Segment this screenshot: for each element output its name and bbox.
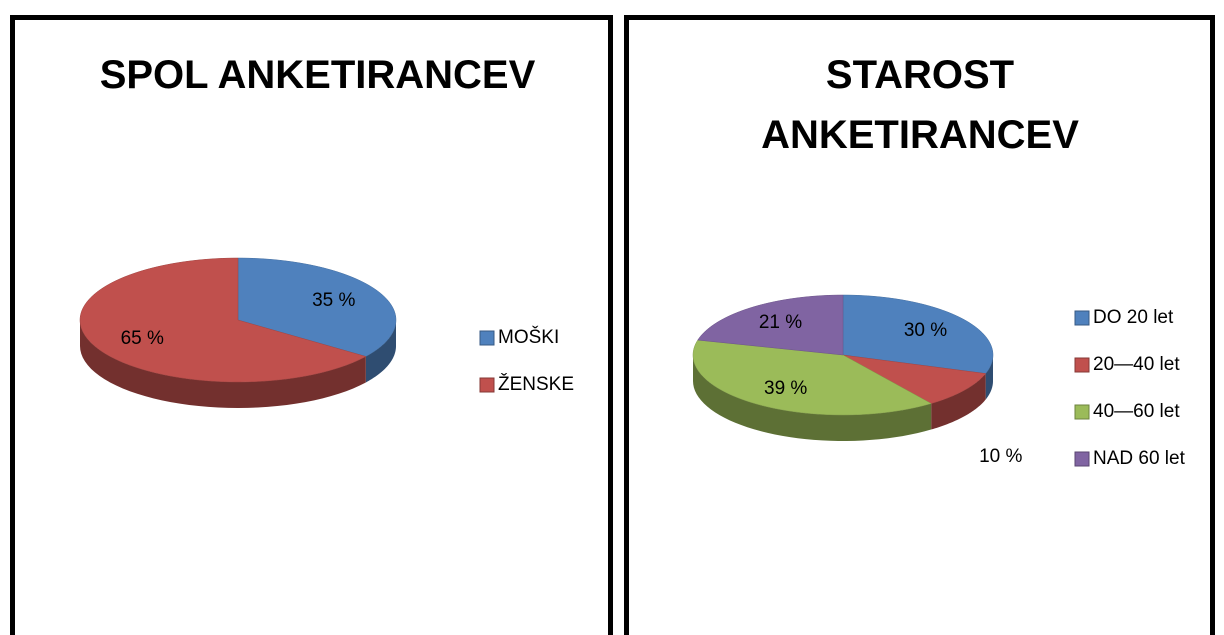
slice-side xyxy=(931,373,986,430)
legend-label: DO 20 let xyxy=(1093,307,1174,328)
slice-side xyxy=(985,355,993,400)
pie-slice xyxy=(79,257,367,383)
legend-label: NAD 60 let xyxy=(1093,448,1186,469)
pie-slice xyxy=(842,294,994,374)
slice-side xyxy=(693,355,932,441)
charts: 35 % 65 % MOŠKI ŽENSKE 30 % 10 % 39 % 21 % DO 20… xyxy=(79,257,1186,469)
chart-title: STAROST ANKETIRANCEV xyxy=(761,53,1079,157)
legend-label: ŽENSKE xyxy=(498,373,574,395)
legend-swatch xyxy=(1074,451,1090,467)
legend-swatch xyxy=(479,377,495,393)
data-label: 35 % xyxy=(312,290,355,311)
legend-swatch xyxy=(1074,357,1090,373)
data-label: 39 % xyxy=(764,378,807,399)
panel xyxy=(624,15,1215,635)
pie-slice xyxy=(692,339,932,416)
legend-label: MOŠKI xyxy=(498,326,559,348)
data-label: 30 % xyxy=(904,320,947,341)
data-label: 10 % xyxy=(979,446,1022,467)
pie-slice xyxy=(842,354,987,404)
data-label: 65 % xyxy=(121,328,164,349)
chart-title: SPOL ANKETIRANCEV xyxy=(99,53,536,97)
data-label: 21 % xyxy=(759,312,802,333)
legend-swatch xyxy=(1074,404,1090,420)
pie-slice xyxy=(697,294,844,356)
page: 35 % 65 % MOŠKI ŽENSKE 30 % 10 % 39 % 21 % DO 20… xyxy=(10,15,1215,635)
legend-label: 40—60 let xyxy=(1093,401,1180,422)
panel xyxy=(10,15,613,635)
legend-swatch xyxy=(1074,310,1090,326)
slice-side xyxy=(365,320,396,383)
legend-label: 20—40 let xyxy=(1093,354,1180,375)
slice-side xyxy=(80,320,366,408)
pie-slice xyxy=(237,257,397,357)
legend-swatch xyxy=(479,330,495,346)
